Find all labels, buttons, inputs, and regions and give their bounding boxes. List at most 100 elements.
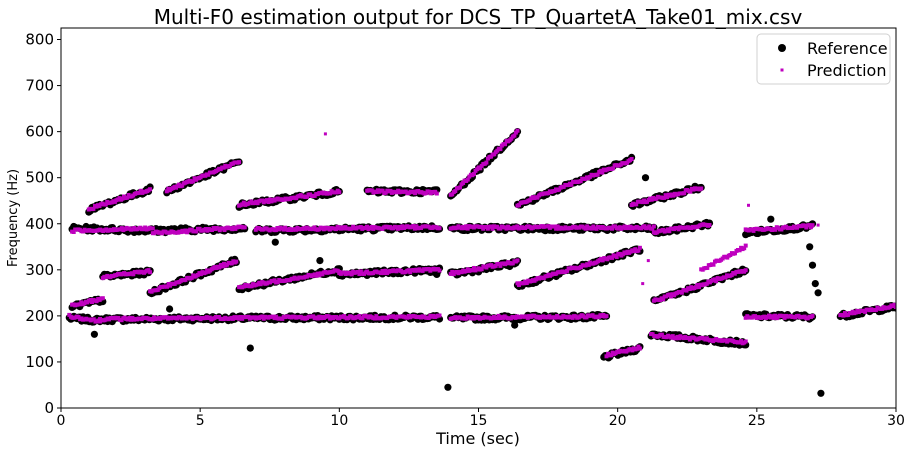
prediction-point — [637, 346, 642, 351]
prediction-point — [714, 279, 719, 284]
legend: Reference Prediction — [756, 33, 891, 85]
prediction-point — [125, 195, 130, 200]
prediction-point — [611, 166, 616, 171]
prediction-point — [465, 226, 470, 231]
prediction-point — [164, 189, 169, 194]
prediction-point — [190, 179, 195, 184]
x-tick-label: 0 — [57, 413, 66, 429]
prediction-point — [650, 226, 655, 231]
prediction-point — [697, 285, 701, 290]
series-layer — [65, 128, 896, 397]
prediction-point — [249, 284, 254, 289]
prediction-point — [498, 263, 503, 268]
prediction-point — [94, 299, 99, 304]
prediction-point — [472, 266, 476, 270]
prediction-point — [583, 226, 588, 231]
prediction-point — [357, 314, 362, 318]
prediction-point — [600, 258, 605, 263]
prediction-point — [682, 191, 687, 196]
x-tick-label: 30 — [887, 413, 905, 429]
prediction-point — [742, 246, 747, 251]
prediction-point — [771, 316, 776, 320]
prediction-point — [465, 177, 470, 182]
prediction-point — [411, 224, 416, 228]
prediction-point — [586, 262, 591, 267]
prediction-point — [314, 273, 319, 278]
prediction-point — [91, 317, 96, 322]
prediction-point — [220, 264, 225, 269]
prediction-point — [470, 268, 475, 273]
reference-point — [767, 215, 775, 223]
prediction-point — [610, 226, 614, 231]
prediction-point — [604, 314, 609, 319]
prediction-point — [578, 179, 583, 183]
prediction-point — [604, 354, 609, 359]
prediction-point — [894, 305, 896, 309]
prediction-point — [120, 196, 125, 201]
y-axis: 0 100 200 300 400 500 600 700 800 — [25, 31, 61, 417]
prediction-point — [237, 160, 242, 165]
prediction-point — [100, 296, 105, 301]
prediction-point — [679, 290, 684, 295]
prediction-point — [492, 152, 497, 157]
prediction-point — [659, 332, 664, 337]
x-tick-label: 10 — [330, 413, 348, 429]
y-tick-label: 700 — [25, 77, 54, 95]
prediction-point — [349, 272, 354, 277]
legend-label-reference: Reference — [807, 39, 888, 58]
prediction-point — [733, 251, 737, 256]
prediction-point — [669, 294, 673, 299]
prediction-point — [280, 316, 285, 321]
prediction-point — [305, 194, 309, 199]
x-tick-label: 20 — [609, 413, 627, 429]
prediction-point — [729, 273, 734, 278]
prediction-point — [610, 255, 614, 260]
prediction-point — [555, 224, 560, 229]
prediction-point — [804, 225, 809, 230]
prediction-point — [503, 142, 507, 147]
prediction-point — [614, 255, 619, 259]
prediction-point — [434, 191, 439, 196]
prediction-point — [512, 133, 517, 138]
prediction-point — [737, 248, 742, 253]
prediction-point — [667, 229, 672, 234]
prediction-point — [148, 270, 153, 275]
y-axis-label: Frequency (Hz) — [6, 169, 21, 267]
prediction-point — [76, 315, 81, 319]
prediction-point — [743, 243, 748, 248]
reference-point — [271, 238, 279, 246]
prediction-point — [661, 297, 666, 302]
reference-point — [90, 330, 98, 338]
prediction-point — [495, 316, 499, 320]
prediction-point — [150, 317, 155, 322]
prediction-point — [379, 271, 383, 276]
prediction-point — [552, 224, 557, 229]
y-tick-label: 0 — [44, 399, 54, 417]
prediction-point — [515, 224, 520, 229]
prediction-point — [524, 281, 529, 285]
prediction-point — [637, 245, 642, 250]
prediction-point — [600, 170, 605, 175]
x-tick-label: 25 — [748, 413, 766, 429]
prediction-point — [841, 313, 846, 318]
prediction-point — [636, 248, 641, 253]
x-axis-label: Time (sec) — [435, 429, 520, 448]
prediction-point — [464, 316, 469, 321]
prediction-point — [498, 226, 503, 231]
prediction-point — [479, 267, 484, 272]
y-tick-label: 300 — [25, 261, 54, 279]
prediction-point — [478, 166, 483, 171]
prediction-point — [496, 313, 501, 318]
prediction-point — [242, 225, 247, 230]
prediction-point — [227, 164, 232, 169]
y-tick-label: 400 — [25, 215, 54, 233]
reference-point — [444, 383, 452, 391]
prediction-point — [148, 187, 153, 192]
prediction-point — [554, 226, 559, 231]
prediction-point — [146, 268, 151, 273]
prediction-point — [334, 227, 339, 232]
prediction-point — [651, 224, 656, 229]
prediction-point — [489, 224, 493, 229]
prediction-point — [426, 316, 431, 320]
prediction-point — [273, 228, 278, 233]
